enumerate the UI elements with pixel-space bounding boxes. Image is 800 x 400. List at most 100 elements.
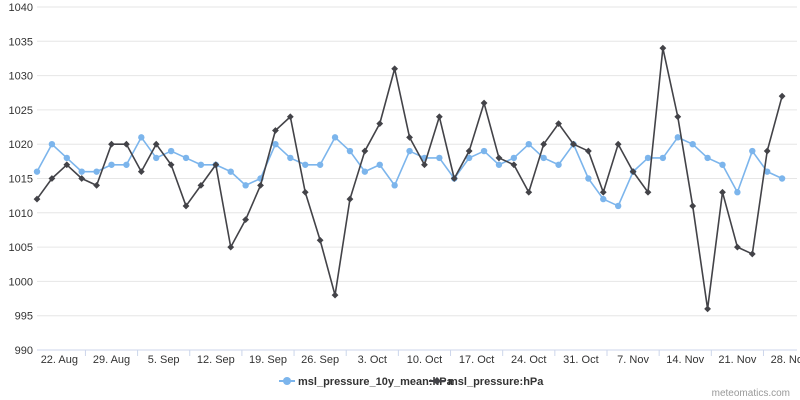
data-point[interactable] bbox=[465, 147, 473, 155]
data-point[interactable] bbox=[331, 291, 339, 299]
data-point[interactable] bbox=[778, 175, 786, 182]
data-point[interactable] bbox=[510, 154, 518, 162]
data-point[interactable] bbox=[316, 236, 324, 244]
data-point[interactable] bbox=[167, 147, 175, 155]
data-point[interactable] bbox=[510, 161, 518, 169]
data-point[interactable] bbox=[227, 168, 234, 175]
data-point[interactable] bbox=[644, 188, 652, 196]
data-point[interactable] bbox=[689, 141, 696, 148]
data-point[interactable] bbox=[123, 161, 130, 168]
data-point[interactable] bbox=[391, 65, 399, 73]
data-point[interactable] bbox=[152, 140, 160, 148]
data-point[interactable] bbox=[391, 182, 398, 189]
data-point[interactable] bbox=[480, 99, 488, 107]
data-point[interactable] bbox=[540, 154, 547, 162]
data-point[interactable] bbox=[346, 195, 354, 203]
data-point[interactable] bbox=[525, 141, 532, 148]
data-point[interactable] bbox=[778, 92, 786, 100]
data-point[interactable] bbox=[525, 188, 533, 196]
data-point[interactable] bbox=[659, 44, 667, 52]
data-point[interactable] bbox=[376, 120, 384, 128]
data-point[interactable] bbox=[197, 181, 205, 189]
data-point[interactable] bbox=[123, 140, 130, 148]
data-point[interactable] bbox=[286, 113, 294, 121]
data-point[interactable] bbox=[495, 161, 503, 168]
data-point[interactable] bbox=[93, 181, 101, 189]
data-point[interactable] bbox=[301, 188, 309, 196]
data-point[interactable] bbox=[585, 175, 592, 182]
credit-text[interactable]: meteomatics.com bbox=[712, 388, 790, 399]
data-point[interactable] bbox=[242, 182, 249, 189]
data-point[interactable] bbox=[733, 243, 741, 251]
data-point[interactable] bbox=[242, 216, 250, 224]
data-point[interactable] bbox=[63, 154, 71, 162]
data-point[interactable] bbox=[555, 161, 562, 168]
data-point[interactable] bbox=[614, 140, 622, 148]
data-point[interactable] bbox=[629, 168, 637, 176]
data-point[interactable] bbox=[78, 168, 85, 175]
data-point[interactable] bbox=[48, 141, 56, 148]
data-point[interactable] bbox=[182, 202, 190, 210]
data-point[interactable] bbox=[584, 147, 592, 155]
data-point[interactable] bbox=[763, 168, 771, 175]
data-point[interactable] bbox=[272, 127, 279, 134]
data-point[interactable] bbox=[465, 154, 473, 162]
data-point[interactable] bbox=[674, 134, 681, 141]
data-point[interactable] bbox=[212, 161, 220, 169]
data-point[interactable] bbox=[644, 154, 652, 162]
data-point[interactable] bbox=[182, 154, 190, 162]
data-point[interactable] bbox=[287, 154, 294, 162]
data-point[interactable] bbox=[376, 161, 383, 168]
data-point[interactable] bbox=[614, 202, 622, 210]
data-point[interactable] bbox=[555, 120, 562, 128]
data-point[interactable] bbox=[78, 175, 86, 182]
data-point[interactable] bbox=[197, 161, 205, 168]
data-point[interactable] bbox=[689, 202, 697, 210]
data-point[interactable] bbox=[406, 147, 413, 155]
data-point[interactable] bbox=[153, 154, 160, 162]
data-point[interactable] bbox=[704, 154, 711, 162]
data-point[interactable] bbox=[108, 140, 115, 148]
data-point[interactable] bbox=[138, 134, 145, 141]
data-point[interactable] bbox=[302, 161, 309, 168]
data-point[interactable] bbox=[748, 250, 756, 258]
data-point[interactable] bbox=[257, 181, 264, 189]
data-point[interactable] bbox=[33, 168, 41, 175]
data-point[interactable] bbox=[480, 147, 488, 155]
legend-item-mean[interactable]: msl_pressure_10y_mean:hPa bbox=[279, 376, 454, 388]
data-point[interactable] bbox=[48, 175, 56, 182]
data-point[interactable] bbox=[421, 161, 428, 169]
data-point[interactable] bbox=[763, 147, 771, 155]
data-point[interactable] bbox=[272, 141, 279, 148]
legend-item-pressure[interactable]: msl_pressure:hPa bbox=[429, 376, 544, 388]
data-point[interactable] bbox=[406, 133, 413, 141]
data-point[interactable] bbox=[435, 113, 443, 121]
data-point[interactable] bbox=[316, 161, 324, 168]
data-point[interactable] bbox=[734, 189, 741, 196]
data-point[interactable] bbox=[108, 161, 115, 168]
data-point[interactable] bbox=[749, 147, 756, 155]
data-point[interactable] bbox=[719, 188, 726, 196]
data-point[interactable] bbox=[674, 113, 682, 121]
data-point[interactable] bbox=[659, 154, 667, 162]
data-point[interactable] bbox=[600, 195, 607, 203]
data-point[interactable] bbox=[599, 188, 607, 196]
data-point[interactable] bbox=[704, 305, 711, 313]
data-point[interactable] bbox=[540, 140, 548, 148]
data-point[interactable] bbox=[227, 243, 235, 251]
y-tick-label: 1035 bbox=[9, 36, 33, 48]
data-point[interactable] bbox=[63, 161, 71, 169]
data-point[interactable] bbox=[331, 134, 339, 141]
data-point[interactable] bbox=[346, 147, 354, 155]
data-point[interactable] bbox=[495, 154, 503, 162]
data-point[interactable] bbox=[450, 175, 458, 182]
data-point[interactable] bbox=[436, 154, 443, 162]
data-point[interactable] bbox=[361, 168, 369, 175]
data-point[interactable] bbox=[167, 161, 175, 169]
data-point[interactable] bbox=[93, 168, 100, 175]
data-point[interactable] bbox=[137, 168, 145, 176]
data-point[interactable] bbox=[361, 147, 369, 155]
data-point[interactable] bbox=[570, 140, 577, 148]
data-point[interactable] bbox=[33, 195, 41, 203]
data-point[interactable] bbox=[719, 161, 726, 168]
